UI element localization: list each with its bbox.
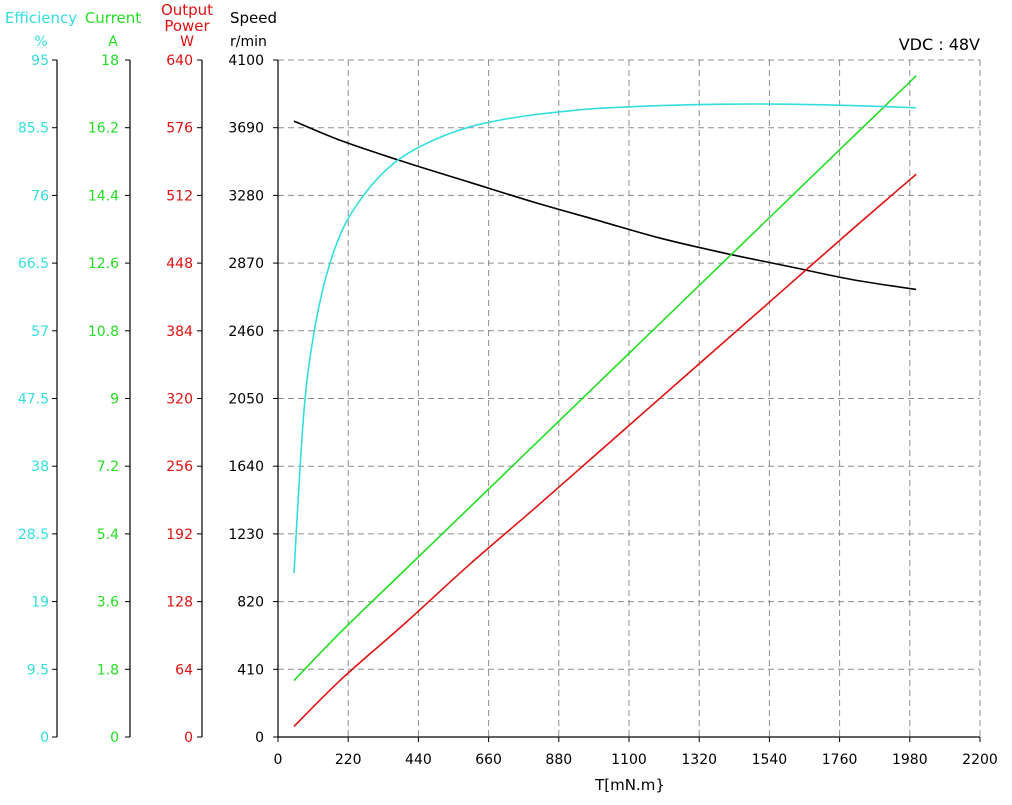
voltage-annotation: VDC : 48V <box>899 35 980 54</box>
x-tick-label: 1540 <box>752 752 788 768</box>
current-axis-unit: A <box>108 34 118 50</box>
speed-tick-label: 1230 <box>228 527 264 543</box>
current-tick-label: 7.2 <box>97 459 119 475</box>
speed-curve <box>293 120 917 291</box>
speed-tick-label: 2460 <box>228 324 264 340</box>
axes <box>52 59 981 742</box>
efficiency-tick-label: 76 <box>31 188 49 204</box>
efficiency-tick-label: 57 <box>31 324 49 340</box>
x-tick-label: 1100 <box>611 752 647 768</box>
output_power-tick-label: 640 <box>166 53 193 69</box>
output_power-axis-unit: W <box>180 34 194 50</box>
efficiency-tick-label: 0 <box>40 730 49 746</box>
current-tick-label: 3.6 <box>97 595 119 611</box>
output_power-tick-label: 192 <box>166 527 193 543</box>
axis-labels: 0 220 440 660 880 1100 1320 1540 1760 1980 2200 T[m… <box>5 1 998 794</box>
efficiency-curve <box>293 103 917 574</box>
x-tick-label: 1760 <box>822 752 858 768</box>
speed-tick-label: 820 <box>237 595 264 611</box>
current-axis-title: Current <box>85 9 141 27</box>
speed-axis-unit: r/min <box>230 34 267 50</box>
speed-tick-label: 0 <box>255 730 264 746</box>
speed-tick-label: 3690 <box>228 121 264 137</box>
output_power-tick-label: 576 <box>166 121 193 137</box>
efficiency-tick-label: 47.5 <box>18 392 49 408</box>
speed-axis-title: Speed <box>230 9 277 27</box>
current-tick-label: 0 <box>110 730 119 746</box>
speed-tick-label: 2870 <box>228 256 264 272</box>
output_power-tick-label: 320 <box>166 392 193 408</box>
x-tick-label: 1320 <box>681 752 717 768</box>
current-curve <box>293 75 917 682</box>
output_power-tick-label: 64 <box>175 662 193 678</box>
output_power-tick-label: 512 <box>166 188 193 204</box>
grid-lines <box>278 59 981 737</box>
x-tick-label: 880 <box>545 752 572 768</box>
output_power-axis-title: Power <box>164 17 210 35</box>
speed-tick-label: 410 <box>237 662 264 678</box>
current-tick-label: 14.4 <box>88 188 119 204</box>
output_power-tick-label: 0 <box>184 730 193 746</box>
efficiency-tick-label: 85.5 <box>18 121 49 137</box>
current-tick-label: 12.6 <box>88 256 119 272</box>
output_power-tick-label: 384 <box>166 324 193 340</box>
current-tick-label: 16.2 <box>88 121 119 137</box>
x-tick-label: 220 <box>335 752 362 768</box>
efficiency-tick-label: 95 <box>31 53 49 69</box>
speed-tick-label: 2050 <box>228 392 264 408</box>
output_power-tick-label: 128 <box>166 595 193 611</box>
current-tick-label: 18 <box>101 53 119 69</box>
efficiency-axis-title: Efficiency <box>5 9 77 27</box>
efficiency-tick-label: 28.5 <box>18 527 49 543</box>
speed-tick-label: 4100 <box>228 53 264 69</box>
x-axis-title: T[mN.m} <box>594 776 665 794</box>
current-tick-label: 5.4 <box>97 527 119 543</box>
current-tick-label: 10.8 <box>88 324 119 340</box>
x-tick-label: 660 <box>475 752 502 768</box>
output_power-tick-label: 448 <box>166 256 193 272</box>
x-tick-label: 0 <box>274 752 283 768</box>
efficiency-tick-label: 19 <box>31 595 49 611</box>
speed-tick-label: 3280 <box>228 188 264 204</box>
current-tick-label: 1.8 <box>97 662 119 678</box>
efficiency-axis-unit: % <box>34 34 47 50</box>
speed-tick-label: 1640 <box>228 459 264 475</box>
efficiency-tick-label: 9.5 <box>27 662 49 678</box>
current-tick-label: 9 <box>110 392 119 408</box>
efficiency-tick-label: 66.5 <box>18 256 49 272</box>
output_power-axis-title: Output <box>161 1 213 19</box>
x-tick-label: 1980 <box>892 752 928 768</box>
output_power-tick-label: 256 <box>166 459 193 475</box>
series-lines <box>293 75 917 727</box>
x-tick-label: 440 <box>405 752 432 768</box>
x-tick-label: 2200 <box>962 752 998 768</box>
efficiency-tick-label: 38 <box>31 459 49 475</box>
output_power-curve <box>293 173 917 727</box>
